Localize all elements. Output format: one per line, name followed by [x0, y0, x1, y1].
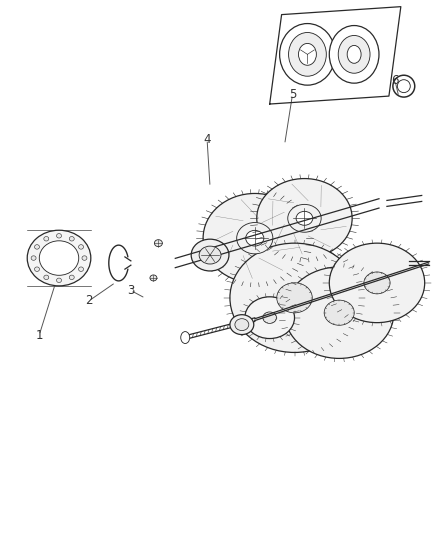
- Ellipse shape: [155, 240, 162, 247]
- Text: 2: 2: [85, 294, 92, 308]
- Text: 5: 5: [289, 88, 296, 101]
- Ellipse shape: [44, 237, 49, 241]
- Ellipse shape: [257, 179, 352, 258]
- Ellipse shape: [203, 193, 307, 283]
- Ellipse shape: [338, 36, 370, 73]
- Ellipse shape: [245, 297, 294, 338]
- Ellipse shape: [181, 332, 190, 343]
- Ellipse shape: [78, 267, 84, 271]
- Ellipse shape: [78, 245, 84, 249]
- Ellipse shape: [199, 246, 221, 264]
- Ellipse shape: [364, 272, 390, 294]
- Ellipse shape: [191, 239, 229, 271]
- Ellipse shape: [230, 314, 254, 335]
- Ellipse shape: [277, 283, 312, 313]
- Text: 4: 4: [203, 133, 211, 146]
- Ellipse shape: [329, 26, 379, 83]
- Ellipse shape: [285, 267, 394, 358]
- Text: 3: 3: [127, 284, 134, 297]
- Ellipse shape: [35, 245, 39, 249]
- Ellipse shape: [329, 243, 425, 322]
- Ellipse shape: [288, 204, 321, 232]
- Ellipse shape: [82, 256, 87, 260]
- Ellipse shape: [324, 300, 354, 325]
- Ellipse shape: [296, 212, 313, 225]
- Text: 6: 6: [391, 74, 399, 86]
- Ellipse shape: [235, 319, 249, 330]
- Ellipse shape: [289, 33, 326, 76]
- Ellipse shape: [246, 230, 264, 246]
- Ellipse shape: [263, 312, 276, 324]
- Ellipse shape: [44, 275, 49, 280]
- Ellipse shape: [298, 43, 316, 65]
- Ellipse shape: [57, 278, 61, 282]
- Ellipse shape: [279, 23, 335, 85]
- Text: 1: 1: [35, 329, 43, 342]
- Ellipse shape: [69, 275, 74, 280]
- Ellipse shape: [347, 45, 361, 63]
- Ellipse shape: [31, 256, 36, 260]
- Ellipse shape: [27, 230, 91, 286]
- Ellipse shape: [57, 233, 61, 238]
- Ellipse shape: [237, 223, 273, 254]
- Ellipse shape: [69, 237, 74, 241]
- Ellipse shape: [39, 241, 79, 276]
- Ellipse shape: [150, 275, 157, 281]
- Ellipse shape: [35, 267, 39, 271]
- Ellipse shape: [230, 243, 359, 352]
